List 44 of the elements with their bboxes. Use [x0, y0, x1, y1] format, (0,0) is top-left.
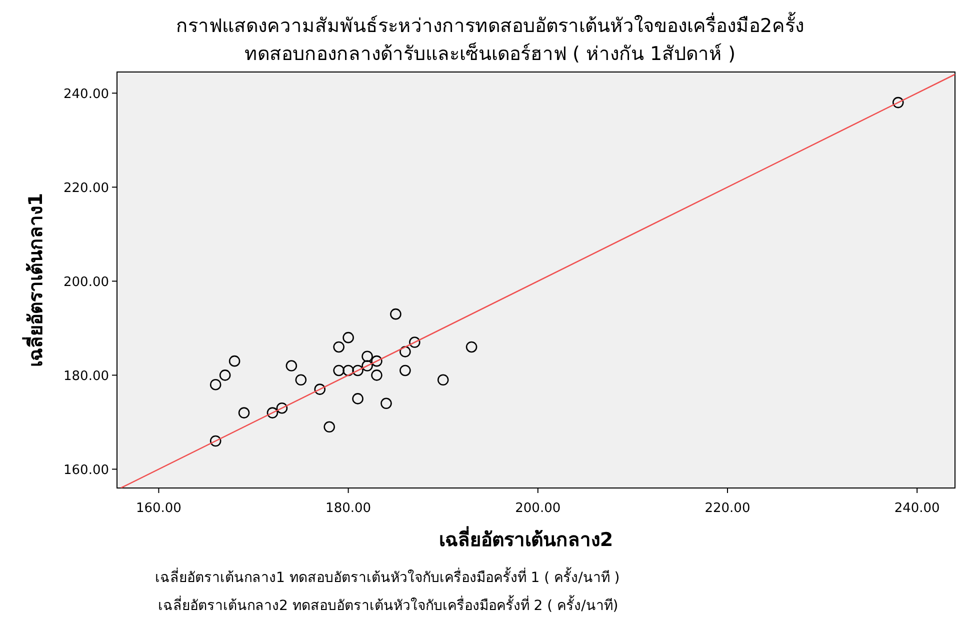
text: เฉลี่ยอัตราเต้นกลาง2 ทดสอบอัตราเต้นหัวใจกับเครื่องมือครั้งที่ 2 ( ครั้ง/นาที): [158, 595, 618, 614]
point: [342, 364, 354, 376]
x-tick-label: 200.00: [515, 501, 561, 516]
point: [466, 341, 478, 353]
point: [324, 421, 335, 433]
point: [210, 435, 222, 447]
point: [409, 336, 420, 348]
y-axis-title: เฉลี่ยอัตราเต้นกลาง1: [22, 192, 47, 368]
point: [333, 341, 344, 353]
point: [219, 370, 231, 381]
point: [295, 374, 307, 386]
point: [371, 370, 382, 381]
point: [342, 332, 354, 344]
y-tick-label: 240.00: [64, 87, 109, 102]
x-tick-label: 220.00: [704, 501, 750, 516]
point: [266, 407, 278, 418]
point: [362, 360, 373, 372]
point: [333, 364, 344, 376]
point: [892, 96, 904, 108]
x-tick-label: 180.00: [326, 501, 372, 516]
point: [286, 360, 298, 372]
point: [228, 355, 240, 367]
point: [314, 384, 326, 395]
point: [362, 350, 373, 362]
y-tick-label: 200.00: [64, 275, 109, 290]
point: [276, 402, 288, 414]
point: [352, 393, 364, 404]
y-tick-label: 160.00: [64, 463, 109, 478]
title: ทดสอบกองกลางด้ารับและเซ็นเดอร์ฮาฟ ( ห่างกัน 1สัปดาห์ ): [244, 43, 736, 65]
x-axis-title: เฉลี่ยอัตราเต้นกลาง2: [438, 526, 614, 551]
point: [210, 378, 222, 390]
point: [390, 308, 402, 320]
x-tick-label: 160.00: [136, 501, 182, 516]
point: [400, 346, 411, 358]
text: เฉลี่ยอัตราเต้นกลาง1 ทดสอบอัตราเต้นหัวใจกับเครื่องมือครั้งที่ 1 ( ครั้ง/นาที ): [155, 567, 620, 586]
point: [380, 398, 392, 410]
point: [437, 374, 449, 386]
point: [371, 355, 382, 367]
point: [238, 407, 250, 418]
point: [400, 364, 411, 376]
point: [352, 364, 364, 376]
x-tick-label: 240.00: [894, 501, 940, 516]
y-tick-label: 180.00: [64, 369, 109, 384]
y-tick-label: 220.00: [64, 181, 109, 196]
